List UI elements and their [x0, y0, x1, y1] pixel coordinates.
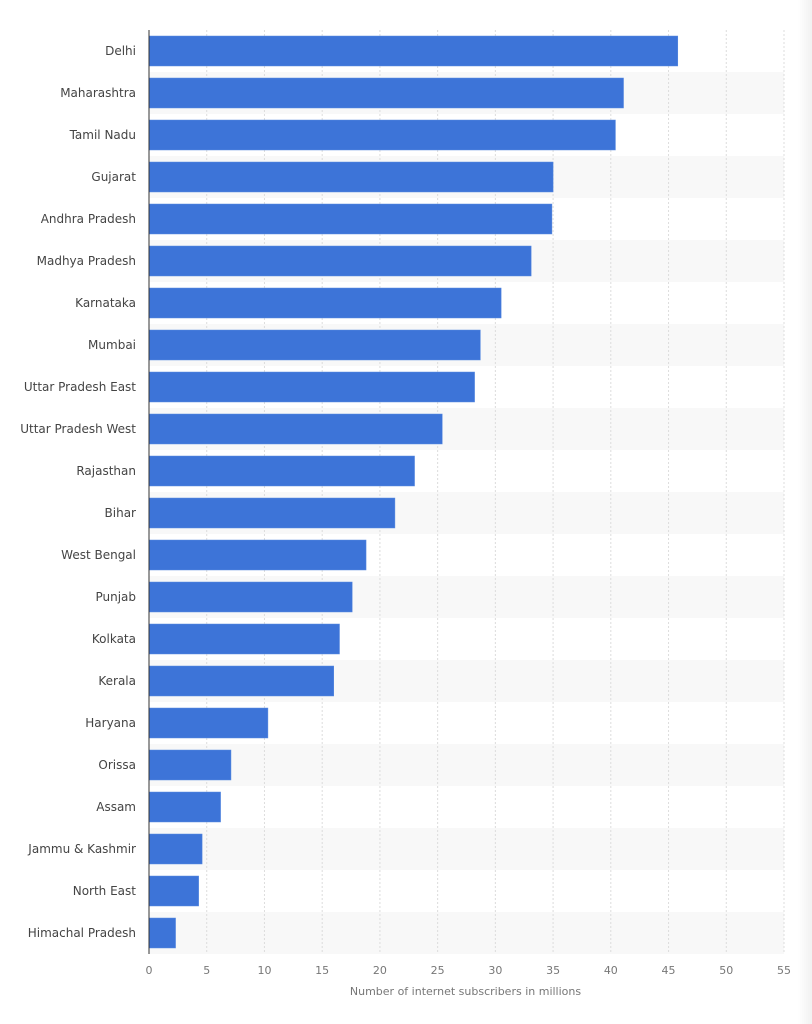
category-label: Himachal Pradesh: [28, 926, 136, 940]
x-tick-label: 0: [146, 964, 153, 977]
bar-andhra-pradesh: [148, 203, 553, 235]
x-tick-label: 30: [488, 964, 502, 977]
category-label: Tamil Nadu: [69, 128, 136, 142]
bar-bihar: [148, 497, 396, 529]
row-band: [149, 744, 784, 786]
bar-gujarat: [148, 161, 554, 193]
bar-maharashtra: [148, 77, 624, 109]
x-tick-label: 25: [431, 964, 445, 977]
bar-uttar-pradesh-east: [148, 371, 475, 403]
x-tick-label: 45: [662, 964, 676, 977]
category-label: Haryana: [85, 716, 136, 730]
x-axis-title: Number of internet subscribers in millio…: [350, 985, 581, 998]
category-label: Assam: [96, 800, 136, 814]
row-band: [149, 912, 784, 954]
x-tick-label: 55: [777, 964, 791, 977]
x-tick-label: 15: [315, 964, 329, 977]
bar-orissa: [148, 749, 232, 781]
category-label: West Bengal: [61, 548, 136, 562]
bar-kolkata: [148, 623, 340, 655]
category-label: Madhya Pradesh: [37, 254, 136, 268]
x-tick-label: 5: [203, 964, 210, 977]
category-label: Uttar Pradesh West: [20, 422, 136, 436]
bar-punjab: [148, 581, 353, 613]
category-label: North East: [73, 884, 137, 898]
x-tick-label: 10: [257, 964, 271, 977]
scroll-edge-shadow: [798, 0, 812, 1024]
bar-rajasthan: [148, 455, 415, 487]
category-label: Mumbai: [88, 338, 136, 352]
bar-jammu-kashmir: [148, 833, 203, 865]
category-label: Andhra Pradesh: [41, 212, 136, 226]
category-label: Uttar Pradesh East: [24, 380, 136, 394]
category-label: Kerala: [98, 674, 136, 688]
bar-uttar-pradesh-west: [148, 413, 443, 445]
bar-madhya-pradesh: [148, 245, 532, 277]
category-label: Delhi: [105, 44, 136, 58]
bar-kerala: [148, 665, 334, 697]
x-tick-label: 20: [373, 964, 387, 977]
bar-tamil-nadu: [148, 119, 616, 151]
bar-himachal-pradesh: [148, 917, 176, 949]
x-tick-label: 50: [719, 964, 733, 977]
category-label: Punjab: [95, 590, 136, 604]
category-label: Kolkata: [92, 632, 136, 646]
x-tick-label: 40: [604, 964, 618, 977]
category-label: Karnataka: [75, 296, 136, 310]
bar-karnataka: [148, 287, 502, 319]
bar-north-east: [148, 875, 199, 907]
bar-mumbai: [148, 329, 481, 361]
bar-west-bengal: [148, 539, 367, 571]
category-label: Gujarat: [91, 170, 136, 184]
bar-delhi: [148, 35, 679, 67]
category-label: Rajasthan: [76, 464, 136, 478]
bar-assam: [148, 791, 221, 823]
category-label: Bihar: [105, 506, 137, 520]
x-tick-label: 35: [546, 964, 560, 977]
category-label: Maharashtra: [60, 86, 136, 100]
row-band: [149, 828, 784, 870]
bar-haryana: [148, 707, 269, 739]
category-label: Jammu & Kashmir: [27, 842, 136, 856]
category-label: Orissa: [98, 758, 136, 772]
